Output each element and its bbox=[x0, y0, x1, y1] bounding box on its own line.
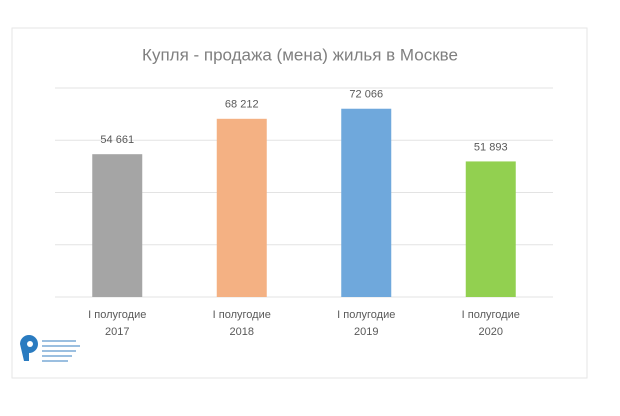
x-tick-label: I полугодие bbox=[213, 309, 271, 321]
data-label: 51 893 bbox=[474, 141, 508, 153]
bar bbox=[216, 118, 267, 298]
x-tick-label: 2020 bbox=[479, 326, 503, 338]
data-label: 72 066 bbox=[349, 89, 383, 101]
bar bbox=[341, 108, 392, 298]
x-tick-label: I полугодие bbox=[88, 309, 146, 321]
x-tick-label: I полугодие bbox=[462, 309, 520, 321]
bar bbox=[465, 161, 516, 297]
x-tick-label: I полугодие bbox=[337, 309, 395, 321]
x-tick-label: 2019 bbox=[354, 326, 378, 338]
chart-title: Купля - продажа (мена) жилья в Москве bbox=[142, 45, 458, 64]
x-tick-label: 2017 bbox=[105, 326, 129, 338]
data-label: 54 661 bbox=[100, 134, 134, 146]
bar bbox=[92, 154, 143, 297]
logo bbox=[20, 335, 80, 362]
x-tick-label: 2018 bbox=[230, 326, 254, 338]
data-label: 68 212 bbox=[225, 99, 259, 111]
